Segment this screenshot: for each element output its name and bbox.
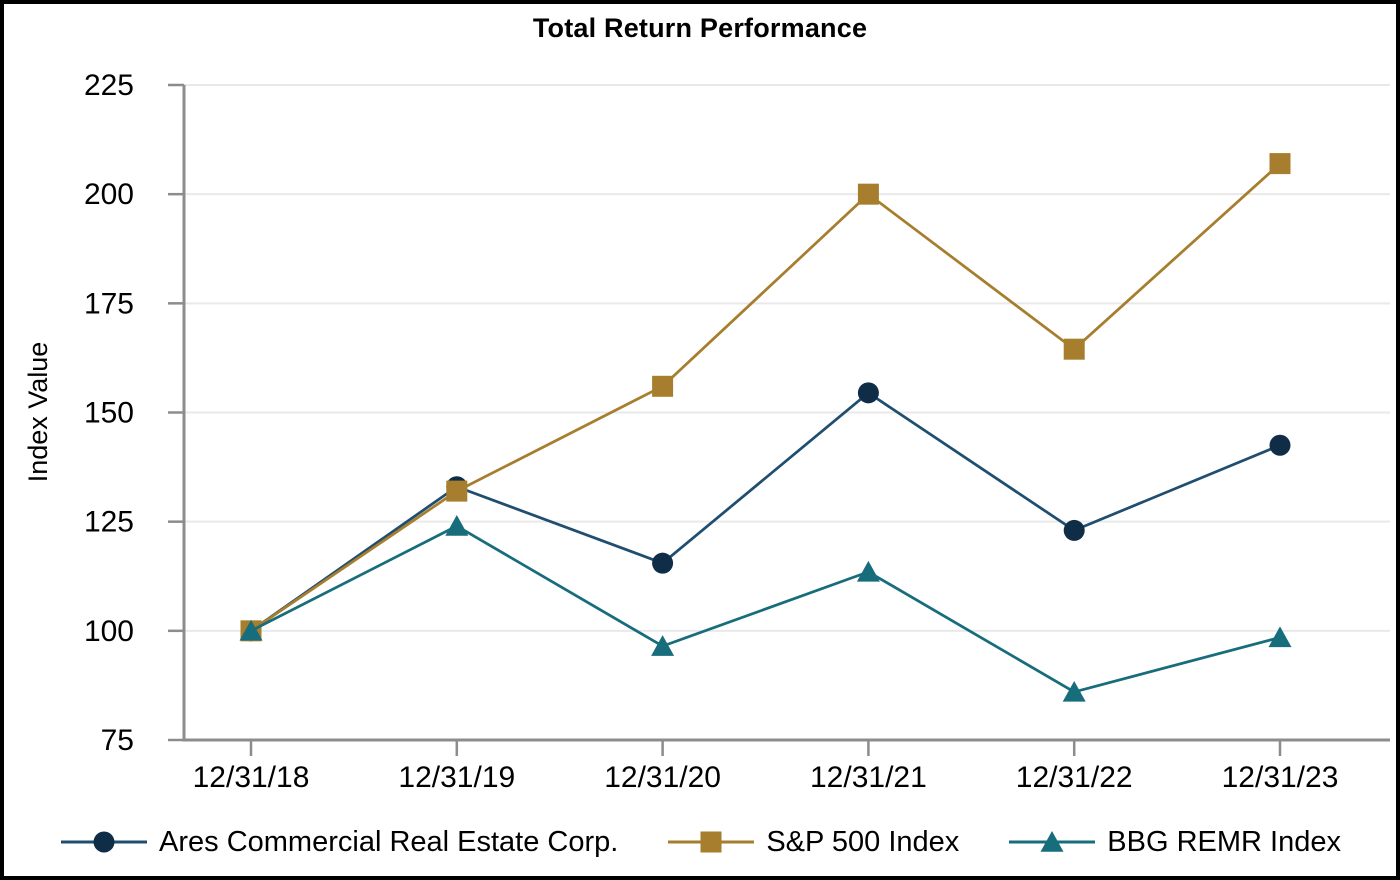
circle-marker-icon [61,831,148,853]
data-point-square [446,480,468,502]
tick-marks [168,83,1282,756]
legend-item-ares-commercial-real-estate: Ares Commercial Real Estate Corp. [59,825,618,859]
data-point-triangle [856,560,880,582]
data-point-square [652,375,674,397]
square-marker-icon [668,831,755,853]
series-line [250,162,1281,632]
x-tick-label: 12/31/22 [1016,761,1133,794]
data-point-square [1063,338,1085,360]
data-point-circle [652,552,674,574]
y-axis-title: Index Value [23,342,53,483]
data-point-triangle [1268,626,1292,648]
y-axis-tick-labels: 75 100 125 150 175 200 225 [84,69,134,757]
data-point-triangle [445,515,469,536]
series-line [250,391,1281,632]
data-point-square [1269,153,1291,175]
x-axis-tick-labels: 12/31/18 12/31/19 12/31/20 12/31/21 12/31/22… [193,761,1339,794]
data-point-triangle [1040,831,1064,852]
legend-item-sp-500-index: S&P 500 Index [666,825,959,859]
data-point-circle [1063,519,1085,541]
legend-item-bbg-remr-index: BBG REMR Index [1007,825,1341,859]
x-tick-label: 12/31/20 [604,761,721,794]
data-point-circle [1269,434,1291,456]
series-line [250,524,1281,694]
y-tick-label: 200 [84,178,134,211]
x-tick-label: 12/31/19 [398,761,515,794]
data-point-square [857,183,879,205]
y-tick-label: 225 [84,69,134,102]
y-tick-label: 100 [84,615,134,648]
data-point-circle [857,382,879,404]
series-circle [240,382,1291,642]
y-tick-label: 150 [84,397,134,430]
x-tick-label: 12/31/23 [1222,761,1339,794]
legend-label: BBG REMR Index [1107,825,1341,858]
gridlines [184,84,1390,632]
chart-legend: Ares Commercial Real Estate Corp. S&P 50… [4,814,1396,870]
data-point-triangle [239,619,263,641]
chart-title: Total Return Performance [532,13,868,43]
y-tick-label: 75 [101,724,134,757]
legend-label: S&P 500 Index [766,825,960,858]
data-point-triangle [651,635,675,656]
data-point-circle [93,831,115,853]
y-tick-label: 125 [84,506,134,539]
y-tick-label: 175 [84,287,134,320]
series-square [240,153,1291,642]
data-point-square [700,831,722,853]
data-point-triangle [1062,680,1086,702]
series-triangle [239,515,1292,702]
x-tick-label: 12/31/21 [810,761,927,794]
triangle-marker-icon [1009,831,1096,852]
x-tick-label: 12/31/18 [193,761,310,794]
legend-label: Ares Commercial Real Estate Corp. [159,825,619,858]
